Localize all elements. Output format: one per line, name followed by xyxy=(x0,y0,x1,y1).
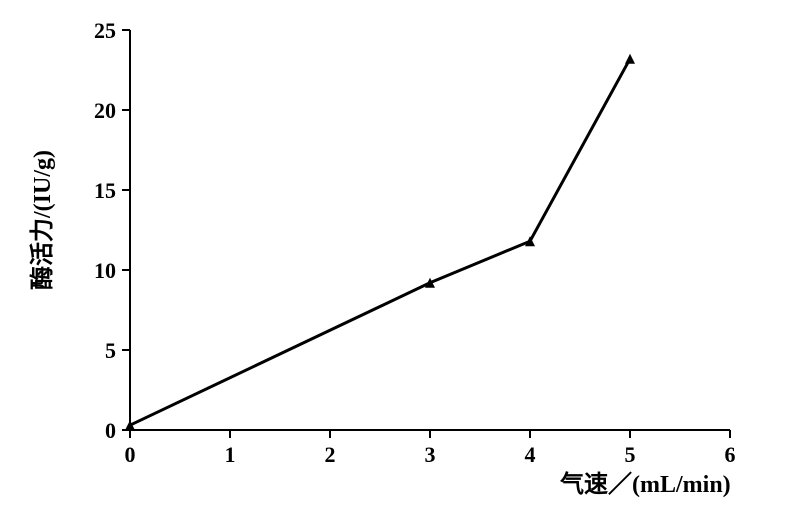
x-tick-label: 3 xyxy=(425,442,436,467)
data-marker xyxy=(625,54,635,64)
y-axis-label: 酶活力/(IU/g) xyxy=(28,150,56,290)
y-tick-label: 15 xyxy=(94,178,116,203)
y-tick-label: 20 xyxy=(94,98,116,123)
chart-container: 0 1 2 3 4 5 6 0 5 10 15 20 25 气速／(mL/min) 酶活力/(IU/g) xyxy=(0,0,800,522)
x-tick-label: 5 xyxy=(625,442,636,467)
data-marker xyxy=(125,420,135,430)
x-tick-label: 4 xyxy=(525,442,536,467)
x-tick-label: 0 xyxy=(125,442,136,467)
x-tick-label: 6 xyxy=(725,442,736,467)
y-tick-label: 5 xyxy=(105,338,116,363)
x-axis-label: 气速／(mL/min) xyxy=(559,470,731,498)
x-tick-label: 1 xyxy=(225,442,236,467)
x-tick-label: 2 xyxy=(325,442,336,467)
data-line xyxy=(130,59,630,425)
y-tick-label: 0 xyxy=(105,418,116,443)
y-tick-label: 25 xyxy=(94,18,116,43)
y-tick-label: 10 xyxy=(94,258,116,283)
chart-svg: 0 1 2 3 4 5 6 0 5 10 15 20 25 气速／(mL/min) 酶活力/(IU/g) xyxy=(0,0,800,522)
